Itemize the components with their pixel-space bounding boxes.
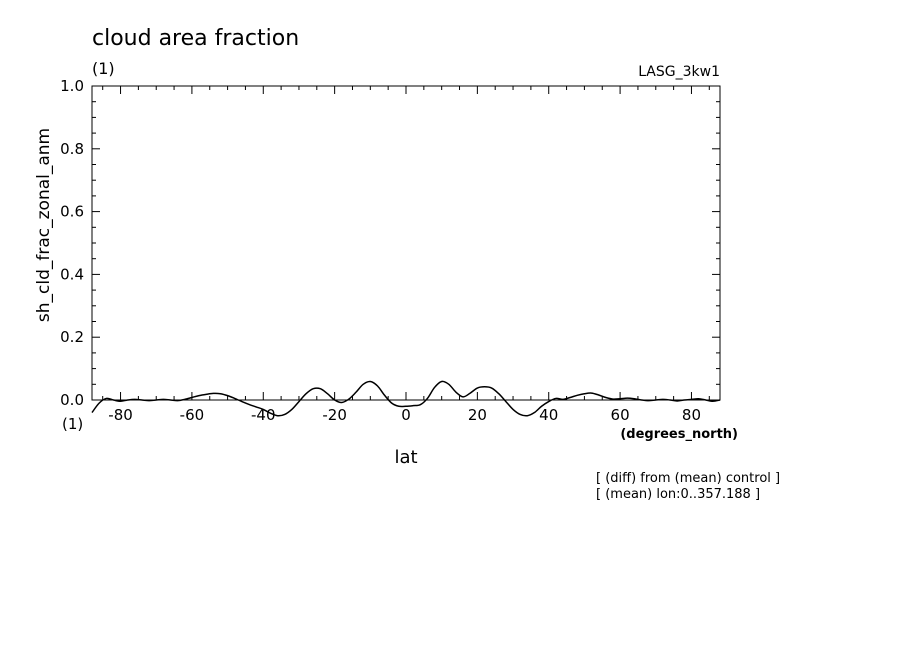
svg-text:sh_cld_frac_zonal_anm: sh_cld_frac_zonal_anm	[34, 128, 54, 322]
x-offset-label: (1)	[62, 415, 83, 433]
x-tick-label: -40	[251, 406, 276, 424]
y-tick-label: 0.6	[60, 203, 84, 221]
x-axis-units: (degrees_north)	[620, 427, 738, 442]
x-tick-label: 80	[682, 406, 701, 424]
y-tick-label: 1.0	[60, 77, 84, 95]
chart-title: cloud area fraction	[92, 26, 299, 51]
y-tick-label: 0.4	[60, 265, 84, 283]
y-tick-label: 0.2	[60, 328, 84, 346]
y-tick-label: 0.8	[60, 140, 84, 158]
note-diff: [ (diff) from (mean) control ]	[596, 471, 780, 486]
plot-frame	[91, 85, 721, 401]
x-tick-label: 60	[611, 406, 630, 424]
x-axis-label: lat	[394, 447, 417, 468]
model-label: LASG_3kw1	[638, 64, 720, 80]
units-label: (1)	[92, 59, 115, 78]
x-tick-label: 40	[539, 406, 558, 424]
x-tick-label: -20	[322, 406, 347, 424]
x-tick-label: -80	[108, 406, 133, 424]
y-tick-label: 0.0	[60, 391, 84, 409]
y-axis-label: sh_cld_frac_zonal_anm	[34, 128, 54, 322]
x-tick-label: -60	[180, 406, 205, 424]
series-line-0	[91, 380, 721, 417]
x-tick-label: 0	[401, 406, 411, 424]
x-tick-label: 20	[468, 406, 487, 424]
note-mean: [ (mean) lon:0..357.188 ]	[596, 487, 760, 502]
